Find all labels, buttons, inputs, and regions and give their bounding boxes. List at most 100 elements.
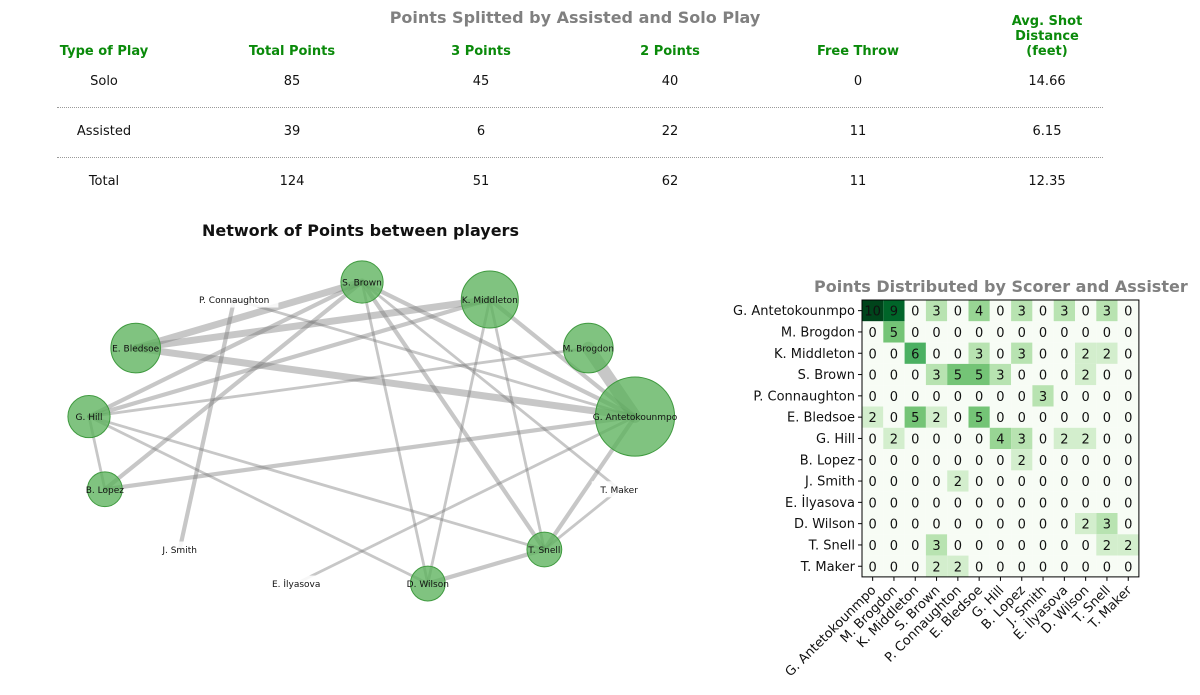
- heatmap-cell: [862, 385, 884, 407]
- heatmap-cell-label: 0: [996, 539, 1004, 554]
- table-cell: 12.35: [1028, 174, 1066, 189]
- heatmap-cell: [968, 363, 990, 386]
- heatmap-cell-label: 3: [975, 347, 983, 362]
- heatmap-cell-label: 0: [1124, 496, 1132, 511]
- heatmap-cell: [947, 363, 969, 386]
- heatmap-cell: [989, 470, 1012, 492]
- heatmap-cell: [989, 342, 1012, 364]
- heatmap-chart: 10 9 0 3 0 4 0 3 0 3 0 3 00 5 0 0 0 0 0 0 0 0 0 0 00 0 6 0 0 3 0 3 0 0 2 2 0…: [733, 299, 1140, 680]
- y-tick-label: G. Antetokounmpo: [733, 304, 855, 319]
- heatmap-cell: [947, 406, 969, 428]
- table-header-line: (feet): [1026, 44, 1068, 59]
- heatmap-cell: [1011, 300, 1033, 322]
- heatmap-cell: [883, 470, 905, 492]
- heatmap-cell: [1096, 491, 1118, 513]
- heatmap-cell-label: 0: [911, 496, 919, 511]
- heatmap-cell: [1117, 555, 1139, 577]
- heatmap-cell: [883, 385, 905, 407]
- table-header-line: 2 Points: [640, 44, 700, 59]
- heatmap-cell: [989, 300, 1012, 322]
- network-edge: [132, 296, 494, 352]
- table-cell: 0: [853, 74, 863, 89]
- heatmap-cell: [947, 342, 969, 364]
- heatmap-cell-label: 2: [932, 560, 940, 575]
- heatmap-cell: [1117, 513, 1139, 535]
- table-cell: 51: [472, 174, 490, 189]
- heatmap-cell: [1011, 491, 1033, 513]
- heatmap-cell: [1096, 363, 1118, 386]
- heatmap-cell: [968, 342, 990, 364]
- heatmap-cell-label: 0: [890, 475, 898, 490]
- heatmap-cell-label: 0: [869, 347, 877, 362]
- heatmap-cell-label: 0: [932, 454, 940, 469]
- table-row-divider: [57, 107, 1103, 108]
- heatmap-cell: [1032, 363, 1054, 386]
- heatmap-cell: [968, 449, 990, 471]
- heatmap-cell: [968, 406, 990, 428]
- heatmap-cell: [925, 363, 948, 386]
- heatmap-cell-label: 0: [1060, 475, 1068, 490]
- table-header-line: Total Points: [248, 44, 336, 59]
- heatmap-cell: [1053, 555, 1075, 577]
- heatmap-cell: [1096, 470, 1118, 492]
- heatmap-cell-label: 0: [975, 475, 983, 490]
- heatmap-cell: [1096, 427, 1118, 450]
- heatmap-cell-label: 0: [954, 432, 962, 447]
- heatmap-cell-label: 0: [932, 496, 940, 511]
- heatmap-cell: [883, 363, 905, 386]
- table-row-divider: [57, 157, 1103, 158]
- heatmap-cell-label: 0: [869, 369, 877, 384]
- network-node-label: J. Smith: [161, 546, 197, 556]
- heatmap-cell: [862, 491, 884, 513]
- heatmap-cell: [925, 513, 948, 535]
- table-header: Free Throw: [778, 44, 938, 59]
- y-tick-label: D. Wilson: [794, 517, 855, 532]
- heatmap-cell: [904, 555, 926, 577]
- y-tick-label: E. Bledsoe: [787, 411, 855, 426]
- heatmap-cell: [904, 449, 926, 471]
- heatmap-cell-label: 0: [911, 326, 919, 341]
- table-header-line: 3 Points: [451, 44, 511, 59]
- network-label-bg: [260, 575, 332, 592]
- heatmap-cell: [947, 449, 969, 471]
- heatmap-cell: [947, 321, 969, 343]
- table-header-line: Free Throw: [816, 44, 900, 59]
- heatmap-cell: [968, 534, 990, 556]
- heatmap-cell-label: 0: [996, 390, 1004, 405]
- heatmap-cell: [925, 534, 948, 556]
- heatmap-cell: [1117, 491, 1139, 513]
- y-tick-label: E. İlyasova: [785, 495, 855, 511]
- heatmap-cell: [989, 427, 1012, 450]
- heatmap-cell: [904, 321, 926, 343]
- heatmap-cell-label: 4: [996, 432, 1004, 447]
- network-node: [340, 260, 384, 304]
- network-edge: [87, 415, 430, 585]
- heatmap-cell: [989, 555, 1012, 577]
- heatmap-cell-label: 0: [1082, 454, 1090, 469]
- heatmap-cell: [904, 406, 926, 428]
- y-tick-label: J. Smith: [804, 475, 855, 490]
- table-cell: Assisted: [76, 124, 132, 139]
- heatmap-cell-label: 0: [1124, 326, 1132, 341]
- heatmap-cell-label: 0: [1082, 305, 1090, 320]
- heatmap-cell: [1075, 513, 1097, 535]
- table-cell: 22: [661, 124, 679, 139]
- heatmap-cell: [1075, 363, 1097, 386]
- network-node-label: E. İlyasova: [272, 579, 320, 590]
- y-tick-label: K. Middleton: [774, 347, 855, 362]
- heatmap-cell: [1053, 470, 1075, 492]
- heatmap-cell: [1032, 470, 1054, 492]
- heatmap-cell: [883, 427, 905, 450]
- heatmap-cell: [883, 513, 905, 535]
- heatmap-cell-label: 0: [1103, 390, 1111, 405]
- heatmap-cell-label: 0: [1082, 390, 1090, 405]
- heatmap-cell-label: 0: [1103, 454, 1111, 469]
- heatmap-cell-label: 0: [1060, 326, 1068, 341]
- heatmap-cell-label: 0: [1018, 539, 1026, 554]
- heatmap-cell-label: 0: [1018, 475, 1026, 490]
- heatmap-cell-label: 0: [1018, 560, 1026, 575]
- heatmap-cell: [1032, 449, 1054, 471]
- table-header: Type of Play: [24, 44, 184, 59]
- heatmap-cell: [989, 491, 1012, 513]
- network-node-label: S. Brown: [342, 279, 382, 289]
